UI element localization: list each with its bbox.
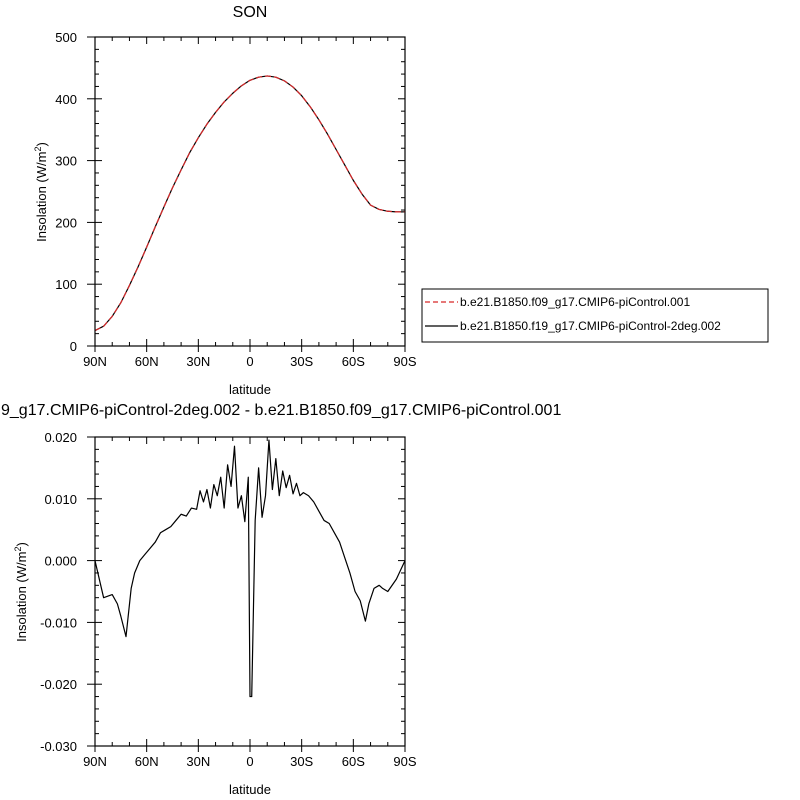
legend-entry-1: b.e21.B1850.f09_g17.CMIP6-piControl.001 [460,295,690,309]
bottom-y-tick-labels: -0.030 -0.020 -0.010 0.000 0.010 0.020 [40,430,77,754]
top-y-axis-label-main: Insolation (W/m [34,152,49,242]
x-tick-label: 60N [135,754,159,769]
y-tick-label: 0.000 [44,554,77,569]
top-series-lines [94,75,405,332]
series-line-solid [94,75,405,332]
top-x-axis-label: latitude [229,382,271,397]
y-tick-label: -0.010 [40,615,77,630]
bottom-y-axis-label-sup: 2 [13,547,23,552]
legend-box [421,288,769,343]
y-tick-label: -0.020 [40,677,77,692]
y-tick-label: 200 [55,215,77,230]
bottom-x-tick-labels: 90N 60N 30N 0 30S 60S 90S [83,754,417,769]
bottom-panel: 9_g17.CMIP6-piControl-2deg.002 - b.e21.B… [1,402,561,797]
x-tick-label: 30N [186,754,210,769]
bottom-plot-frame [94,436,406,747]
bottom-series-lines [94,439,406,698]
y-tick-label: 100 [55,277,77,292]
top-axis-ticks [87,36,406,352]
legend: b.e21.B1850.f09_g17.CMIP6-piControl.001 … [421,288,769,343]
top-plot-frame [94,36,406,347]
x-tick-label: 0 [246,754,253,769]
x-tick-label: 90S [393,754,416,769]
x-tick-label: 90N [83,754,107,769]
y-tick-label: 500 [55,30,77,45]
top-x-tick-labels: 90N 60N 30N 0 30S 60S 90S [83,354,417,369]
x-tick-label: 60N [135,354,159,369]
bottom-y-axis-label-close: ) [14,542,29,546]
x-tick-label: 0 [246,354,253,369]
series-line-dashed [94,75,405,332]
bottom-y-axis-label: Insolation (W/m2) [13,542,29,642]
top-y-axis-label-close: ) [34,142,49,146]
x-tick-label: 90N [83,354,107,369]
series-line-solid [94,439,406,698]
y-tick-label: 400 [55,92,77,107]
x-tick-label: 90S [393,354,416,369]
bottom-chart-title: 9_g17.CMIP6-piControl-2deg.002 - b.e21.B… [1,402,561,419]
y-tick-label: 0.010 [44,492,77,507]
top-y-axis-label: Insolation (W/m2) [33,142,49,242]
bottom-y-axis-label-main: Insolation (W/m [14,552,29,642]
y-tick-label: 0 [70,339,77,354]
y-tick-label: 0.020 [44,430,77,445]
x-tick-label: 30N [186,354,210,369]
x-tick-label: 30S [290,754,313,769]
top-panel: SON 90N 60N 30N 0 30S 60S 90S 0 100 200 300 400 500… [33,4,417,397]
top-chart-title: SON [233,4,268,21]
top-y-tick-labels: 0 100 200 300 400 500 [55,30,77,354]
x-tick-label: 60S [342,754,365,769]
y-tick-label: -0.030 [40,739,77,754]
x-tick-label: 60S [342,354,365,369]
y-tick-label: 300 [55,154,77,169]
x-tick-label: 30S [290,354,313,369]
legend-entry-2: b.e21.B1850.f19_g17.CMIP6-piControl-2deg… [460,319,721,333]
bottom-x-axis-label: latitude [229,782,271,797]
top-y-axis-label-sup: 2 [33,147,43,152]
